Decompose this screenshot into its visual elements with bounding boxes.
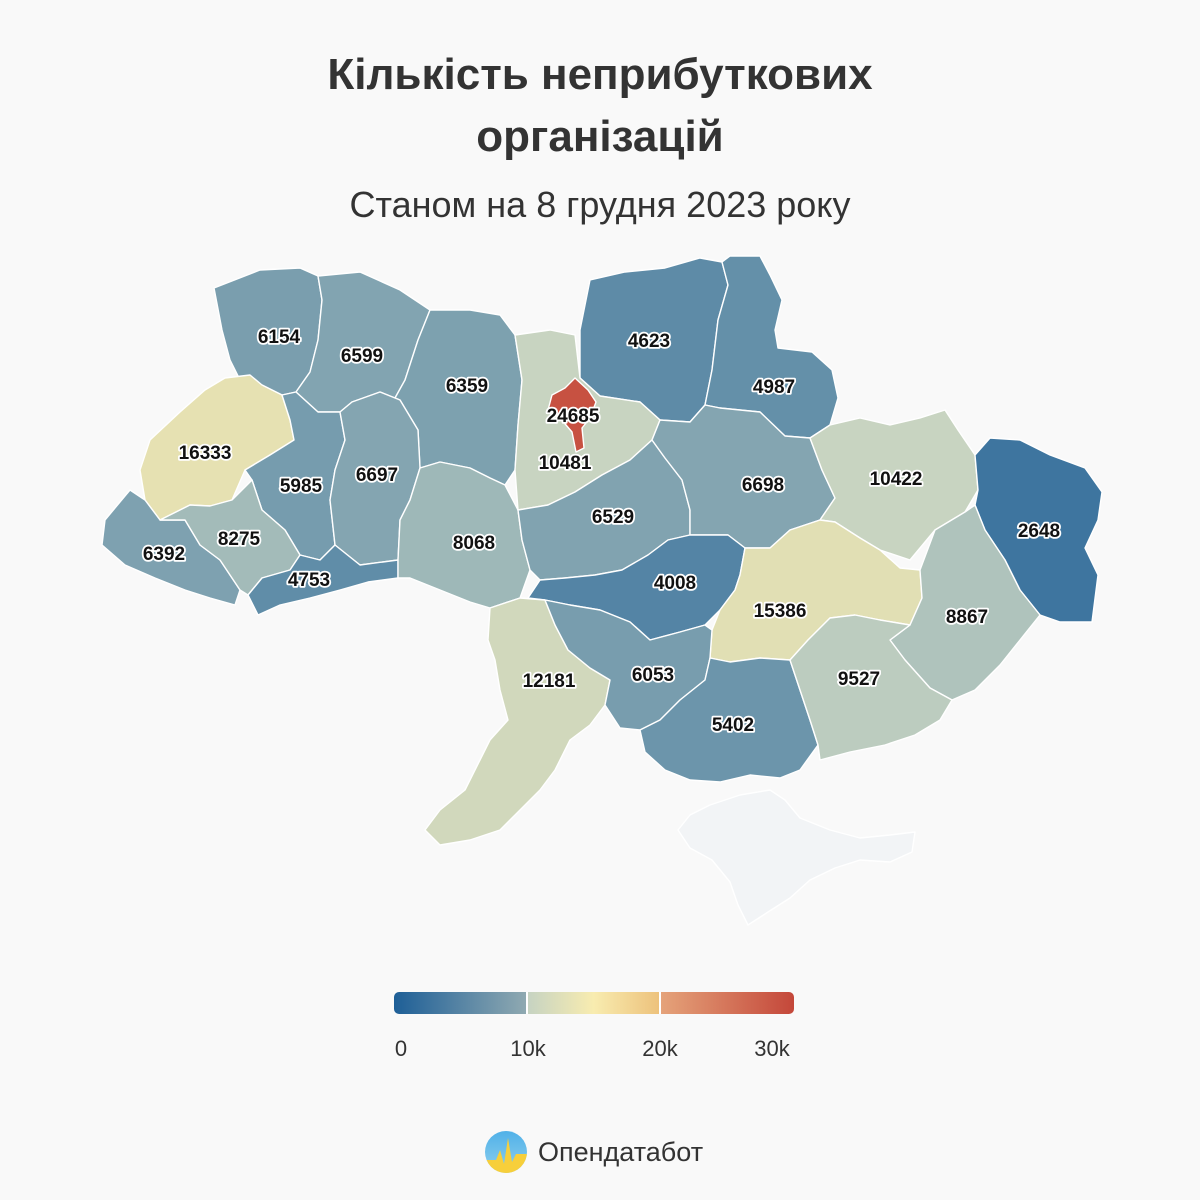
value-label-kirovohrad: 4008 — [654, 573, 696, 594]
value-label-mykolaiv: 6053 — [632, 665, 674, 686]
value-label-lviv: 16333 — [179, 443, 232, 464]
region-luhansk[interactable] — [974, 437, 1103, 623]
legend-segment-10k-20k — [526, 992, 659, 1014]
value-label-sumy: 4987 — [753, 377, 795, 398]
value-label-kharkiv: 10422 — [870, 469, 923, 490]
value-label-kyiv-oblast: 10481 — [539, 453, 592, 474]
value-label-khmelnytskyi: 6697 — [356, 465, 398, 486]
legend-segment-20k-30k — [659, 992, 794, 1014]
region-sumy[interactable] — [704, 255, 839, 439]
value-label-ivano-frankivsk: 8275 — [218, 529, 261, 550]
value-label-luhansk: 2648 — [1018, 521, 1060, 542]
chart-subtitle: Станом на 8 грудня 2023 року — [349, 184, 851, 225]
region-kyiv-city[interactable] — [547, 377, 597, 453]
value-label-kyiv-city: 24685 — [547, 406, 600, 427]
value-label-vinnytsia: 8068 — [453, 533, 495, 554]
legend-tick-20k: 20k — [642, 1036, 678, 1061]
value-label-volyn: 6154 — [258, 327, 301, 348]
value-label-kherson: 5402 — [712, 715, 754, 736]
chart-title: Кількість неприбуткових організацій — [0, 44, 1200, 168]
value-label-poltava: 6698 — [742, 475, 784, 496]
region-chernivtsi[interactable] — [247, 544, 399, 616]
brand-logo-block[interactable]: Опендатабот — [484, 1130, 703, 1174]
legend-tick-30k: 30k — [754, 1036, 790, 1061]
legend-tick-0: 0 — [394, 1036, 408, 1061]
value-label-chernihiv: 4623 — [628, 331, 670, 352]
value-label-zaporizhzhia: 9527 — [838, 669, 880, 690]
value-label-cherkasy: 6529 — [592, 507, 634, 528]
legend-tick-10k: 10k — [510, 1036, 546, 1061]
value-label-donetsk: 8867 — [946, 607, 988, 628]
value-label-dnipropetrovsk: 15386 — [754, 601, 807, 622]
value-label-chernivtsi: 4753 — [288, 570, 330, 591]
legend-color-bar — [394, 992, 794, 1014]
region-zaporizhzhia[interactable] — [789, 614, 953, 761]
brand-name: Опендатабот — [538, 1136, 704, 1167]
value-label-rivne: 6599 — [341, 346, 383, 367]
title-line-1: Кількість неприбуткових — [327, 50, 873, 99]
value-label-zhytomyr: 6359 — [446, 376, 488, 397]
value-label-odesa: 12181 — [523, 671, 576, 692]
title-line-2: організацій — [476, 112, 724, 161]
region-crimea[interactable] — [677, 789, 916, 926]
value-label-ternopil: 5985 — [280, 476, 323, 497]
legend-segment-0-10k — [394, 992, 526, 1014]
brand-logo-icon — [485, 1131, 527, 1173]
value-label-zakarpattia: 6392 — [143, 544, 185, 565]
